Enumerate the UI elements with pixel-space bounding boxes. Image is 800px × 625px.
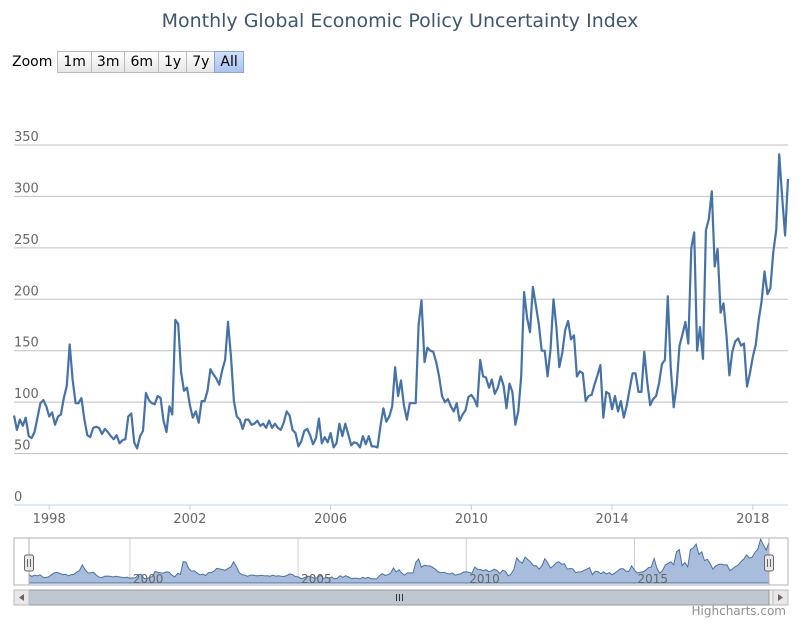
x-tick-label-2018: 2018 (736, 512, 769, 527)
y-tick-label-100: 100 (14, 387, 39, 402)
navigator-labels: 2000 2005 2010 2015 (133, 572, 668, 586)
scrollbar[interactable] (13, 589, 789, 606)
navigator[interactable]: 2000 2005 2010 2015 (13, 537, 789, 586)
x-tick-label-2006: 2006 (314, 512, 347, 527)
y-tick-label-350: 350 (14, 130, 39, 145)
navigator-tick-label-2015: 2015 (637, 572, 668, 586)
zoom-label: Zoom (12, 54, 53, 70)
y-tick-label-250: 250 (14, 233, 39, 248)
navigator-tick-label-2005: 2005 (301, 572, 332, 586)
credits-link[interactable]: Highcharts.com (691, 604, 786, 618)
x-tick-label-2014: 2014 (596, 512, 629, 527)
series-line (12, 153, 790, 450)
zoom-all-button[interactable]: All (214, 51, 244, 73)
grid-lines (14, 144, 788, 455)
x-axis-labels: 1998 2002 2006 2010 2014 2018 (33, 505, 769, 527)
navigator-tick-label-2010: 2010 (469, 572, 500, 586)
y-tick-label-50: 50 (14, 439, 31, 454)
y-tick-label-300: 300 (14, 181, 39, 196)
navigator-series-area (28, 537, 770, 584)
y-axis-labels: 0 50 100 150 200 250 300 350 (14, 130, 39, 505)
navigator-left-handle[interactable] (24, 554, 34, 572)
scrollbar-grip-icon (396, 594, 403, 601)
zoom-bar: Zoom 1m 3m 6m 1y 7y All (12, 50, 244, 74)
zoom-1y-button[interactable]: 1y (158, 51, 188, 73)
scrollbar-right-button[interactable] (772, 589, 789, 606)
x-tick-label-1998: 1998 (33, 512, 66, 527)
x-tick-label-2002: 2002 (173, 512, 206, 527)
y-tick-label-150: 150 (14, 336, 39, 351)
arrow-right-icon (778, 594, 783, 601)
chart-title: Monthly Global Economic Policy Uncertain… (161, 10, 639, 32)
scrollbar-left-button[interactable] (13, 589, 30, 606)
y-tick-label-200: 200 (14, 284, 39, 299)
y-tick-label-0: 0 (14, 490, 22, 505)
zoom-7y-button[interactable]: 7y (186, 51, 216, 73)
navigator-right-handle[interactable] (764, 554, 774, 572)
arrow-left-icon (19, 594, 24, 601)
navigator-tick-label-2000: 2000 (133, 572, 164, 586)
x-tick-label-2010: 2010 (455, 512, 488, 527)
